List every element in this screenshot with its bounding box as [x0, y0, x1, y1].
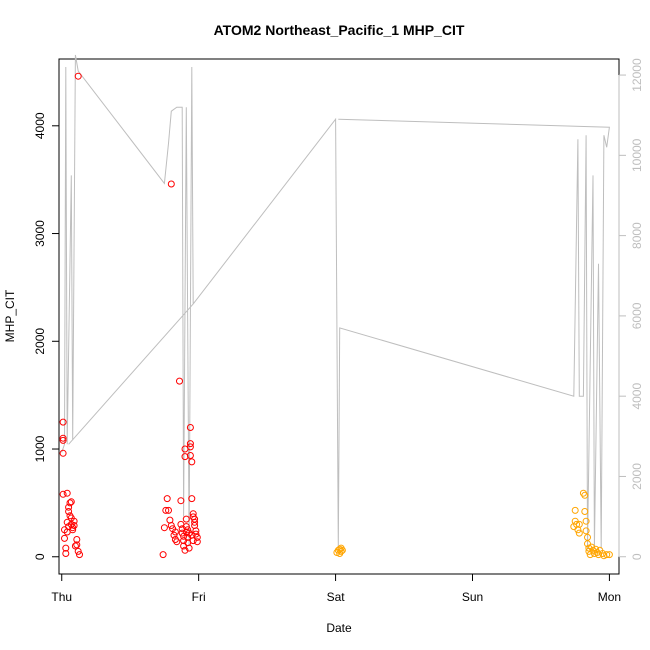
data-point-red — [73, 536, 81, 543]
y2-tick-label: 10000 — [630, 138, 644, 172]
data-point-orange — [571, 506, 579, 514]
data-point-red — [66, 499, 74, 507]
y2-axis: 0 2000 4000 6000 8000 10000 12000 — [618, 58, 644, 560]
data-point-orange — [338, 546, 346, 554]
data-points — [59, 72, 613, 560]
data-point-red — [185, 544, 193, 552]
data-point-red — [167, 522, 175, 529]
data-point-red — [160, 524, 168, 532]
y2-tick-label: 12000 — [630, 58, 644, 92]
y2-tick-label: 4000 — [630, 383, 644, 410]
x-axis-label: Date — [326, 621, 352, 635]
x-tick-label: Fri — [192, 590, 206, 604]
data-point-red — [182, 523, 190, 531]
data-point-red — [184, 526, 192, 534]
data-point-red — [176, 377, 183, 385]
y2-tick-label: 8000 — [630, 222, 644, 249]
data-point-red — [186, 424, 194, 431]
data-point-red — [186, 443, 194, 451]
data-point-orange — [575, 520, 583, 528]
y2-tick-label: 6000 — [630, 302, 644, 329]
x-axis: Thu Fri Sat Sun Mon — [51, 573, 621, 604]
data-point-red — [67, 498, 75, 506]
chart-title: ATOM2 Northeast_Pacific_1 MHP_CIT — [214, 22, 465, 38]
data-point-red — [63, 489, 71, 497]
data-point-red — [191, 518, 199, 526]
x-tick-label: Thu — [51, 590, 72, 604]
data-point-red — [188, 458, 196, 466]
data-point-red — [188, 495, 196, 503]
y2-tick-label: 2000 — [630, 463, 644, 490]
data-point-red — [171, 528, 179, 536]
data-point-red — [74, 72, 82, 80]
data-point-red — [59, 490, 67, 498]
data-point-red — [163, 495, 171, 503]
data-point-orange — [582, 517, 590, 525]
y-axis: 0 1000 2000 3000 4000 — [33, 112, 60, 560]
data-point-orange — [582, 527, 590, 535]
data-point-orange — [603, 551, 611, 559]
data-point-red — [71, 542, 79, 550]
data-point-red — [63, 518, 71, 526]
x-tick-label: Sun — [462, 590, 483, 604]
data-point-red — [189, 537, 197, 545]
data-point-orange — [605, 551, 613, 559]
data-point-orange — [588, 543, 596, 551]
data-point-orange — [337, 547, 345, 555]
data-point-red — [59, 436, 67, 444]
data-point-orange — [592, 545, 600, 553]
data-point-red — [70, 522, 78, 529]
data-point-red — [178, 529, 186, 537]
data-point-red — [167, 180, 175, 188]
data-point-red — [165, 506, 172, 514]
data-point-red — [177, 497, 185, 505]
data-point-red — [192, 530, 200, 538]
y-tick-label: 1000 — [33, 435, 47, 462]
data-point-red — [74, 547, 82, 555]
data-point-red — [186, 440, 194, 448]
data-point-red — [184, 533, 192, 541]
data-point-red — [173, 538, 181, 546]
data-point-red — [61, 534, 68, 542]
data-point-red — [170, 531, 178, 539]
data-point-red — [192, 527, 200, 535]
grey-line — [61, 54, 610, 549]
y-tick-label: 4000 — [33, 112, 47, 139]
data-point-orange — [581, 508, 589, 515]
x-tick-label: Sat — [327, 590, 346, 604]
line-series — [61, 54, 610, 549]
y-axis-label: MHP_CIT — [3, 289, 17, 342]
data-point-red — [76, 551, 83, 559]
data-point-red — [193, 538, 201, 546]
data-point-red — [59, 434, 67, 442]
data-point-red — [69, 526, 77, 534]
data-point-red — [162, 506, 170, 514]
data-point-red — [73, 541, 81, 549]
y-tick-label: 0 — [33, 553, 47, 560]
data-point-orange — [575, 529, 583, 537]
data-point-red — [59, 449, 67, 457]
data-point-red — [65, 503, 73, 511]
data-point-red — [186, 452, 194, 459]
data-point-red — [65, 508, 73, 515]
data-point-red — [59, 418, 67, 426]
data-point-red — [62, 544, 70, 552]
data-point-red — [182, 515, 190, 523]
y-tick-label: 2000 — [33, 328, 47, 355]
data-point-red — [70, 517, 78, 525]
x-tick-label: Mon — [598, 590, 621, 604]
data-point-red — [159, 551, 167, 559]
y-tick-label: 3000 — [33, 220, 47, 247]
data-point-red — [62, 550, 70, 557]
data-point-red — [181, 546, 189, 554]
y2-tick-label: 0 — [630, 553, 644, 560]
data-point-orange — [581, 491, 589, 499]
